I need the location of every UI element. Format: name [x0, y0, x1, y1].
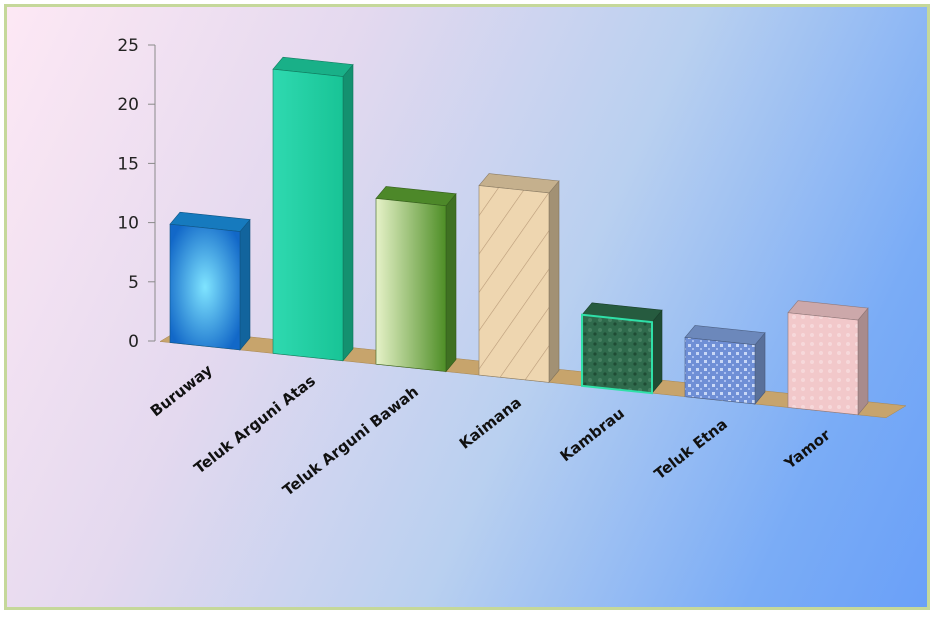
y-tick-label: 15 — [117, 154, 139, 174]
bar-kambrau — [581, 302, 663, 395]
y-tick-label: 20 — [117, 95, 139, 115]
y-axis: 0 5 10 15 20 25 — [117, 36, 156, 352]
bar-teluk-etna — [684, 325, 766, 405]
x-tick-label: Yamor — [780, 425, 834, 473]
bars — [169, 56, 869, 416]
bar-kaimana — [478, 173, 560, 384]
bar-teluk-arguni-bawah — [375, 186, 457, 373]
y-tick-label: 0 — [128, 332, 139, 352]
y-tick-label: 5 — [128, 273, 139, 293]
y-tick-label: 25 — [117, 36, 139, 56]
y-tick-label: 10 — [117, 214, 139, 234]
x-tick-label: Teluk Arguni Atas — [191, 372, 319, 478]
chart-frame: 0 5 10 15 20 25 Buruway Teluk Arguni Atas Teluk… — [4, 4, 930, 610]
x-tick-label: Kambrau — [557, 404, 628, 465]
x-tick-label: Buruway — [147, 361, 216, 421]
bar-yamor — [787, 300, 869, 416]
x-tick-label: Kaimana — [456, 393, 525, 452]
bar-teluk-arguni-atas — [272, 56, 354, 362]
bar-buruway — [169, 211, 251, 351]
x-tick-label: Teluk Etna — [651, 415, 731, 483]
